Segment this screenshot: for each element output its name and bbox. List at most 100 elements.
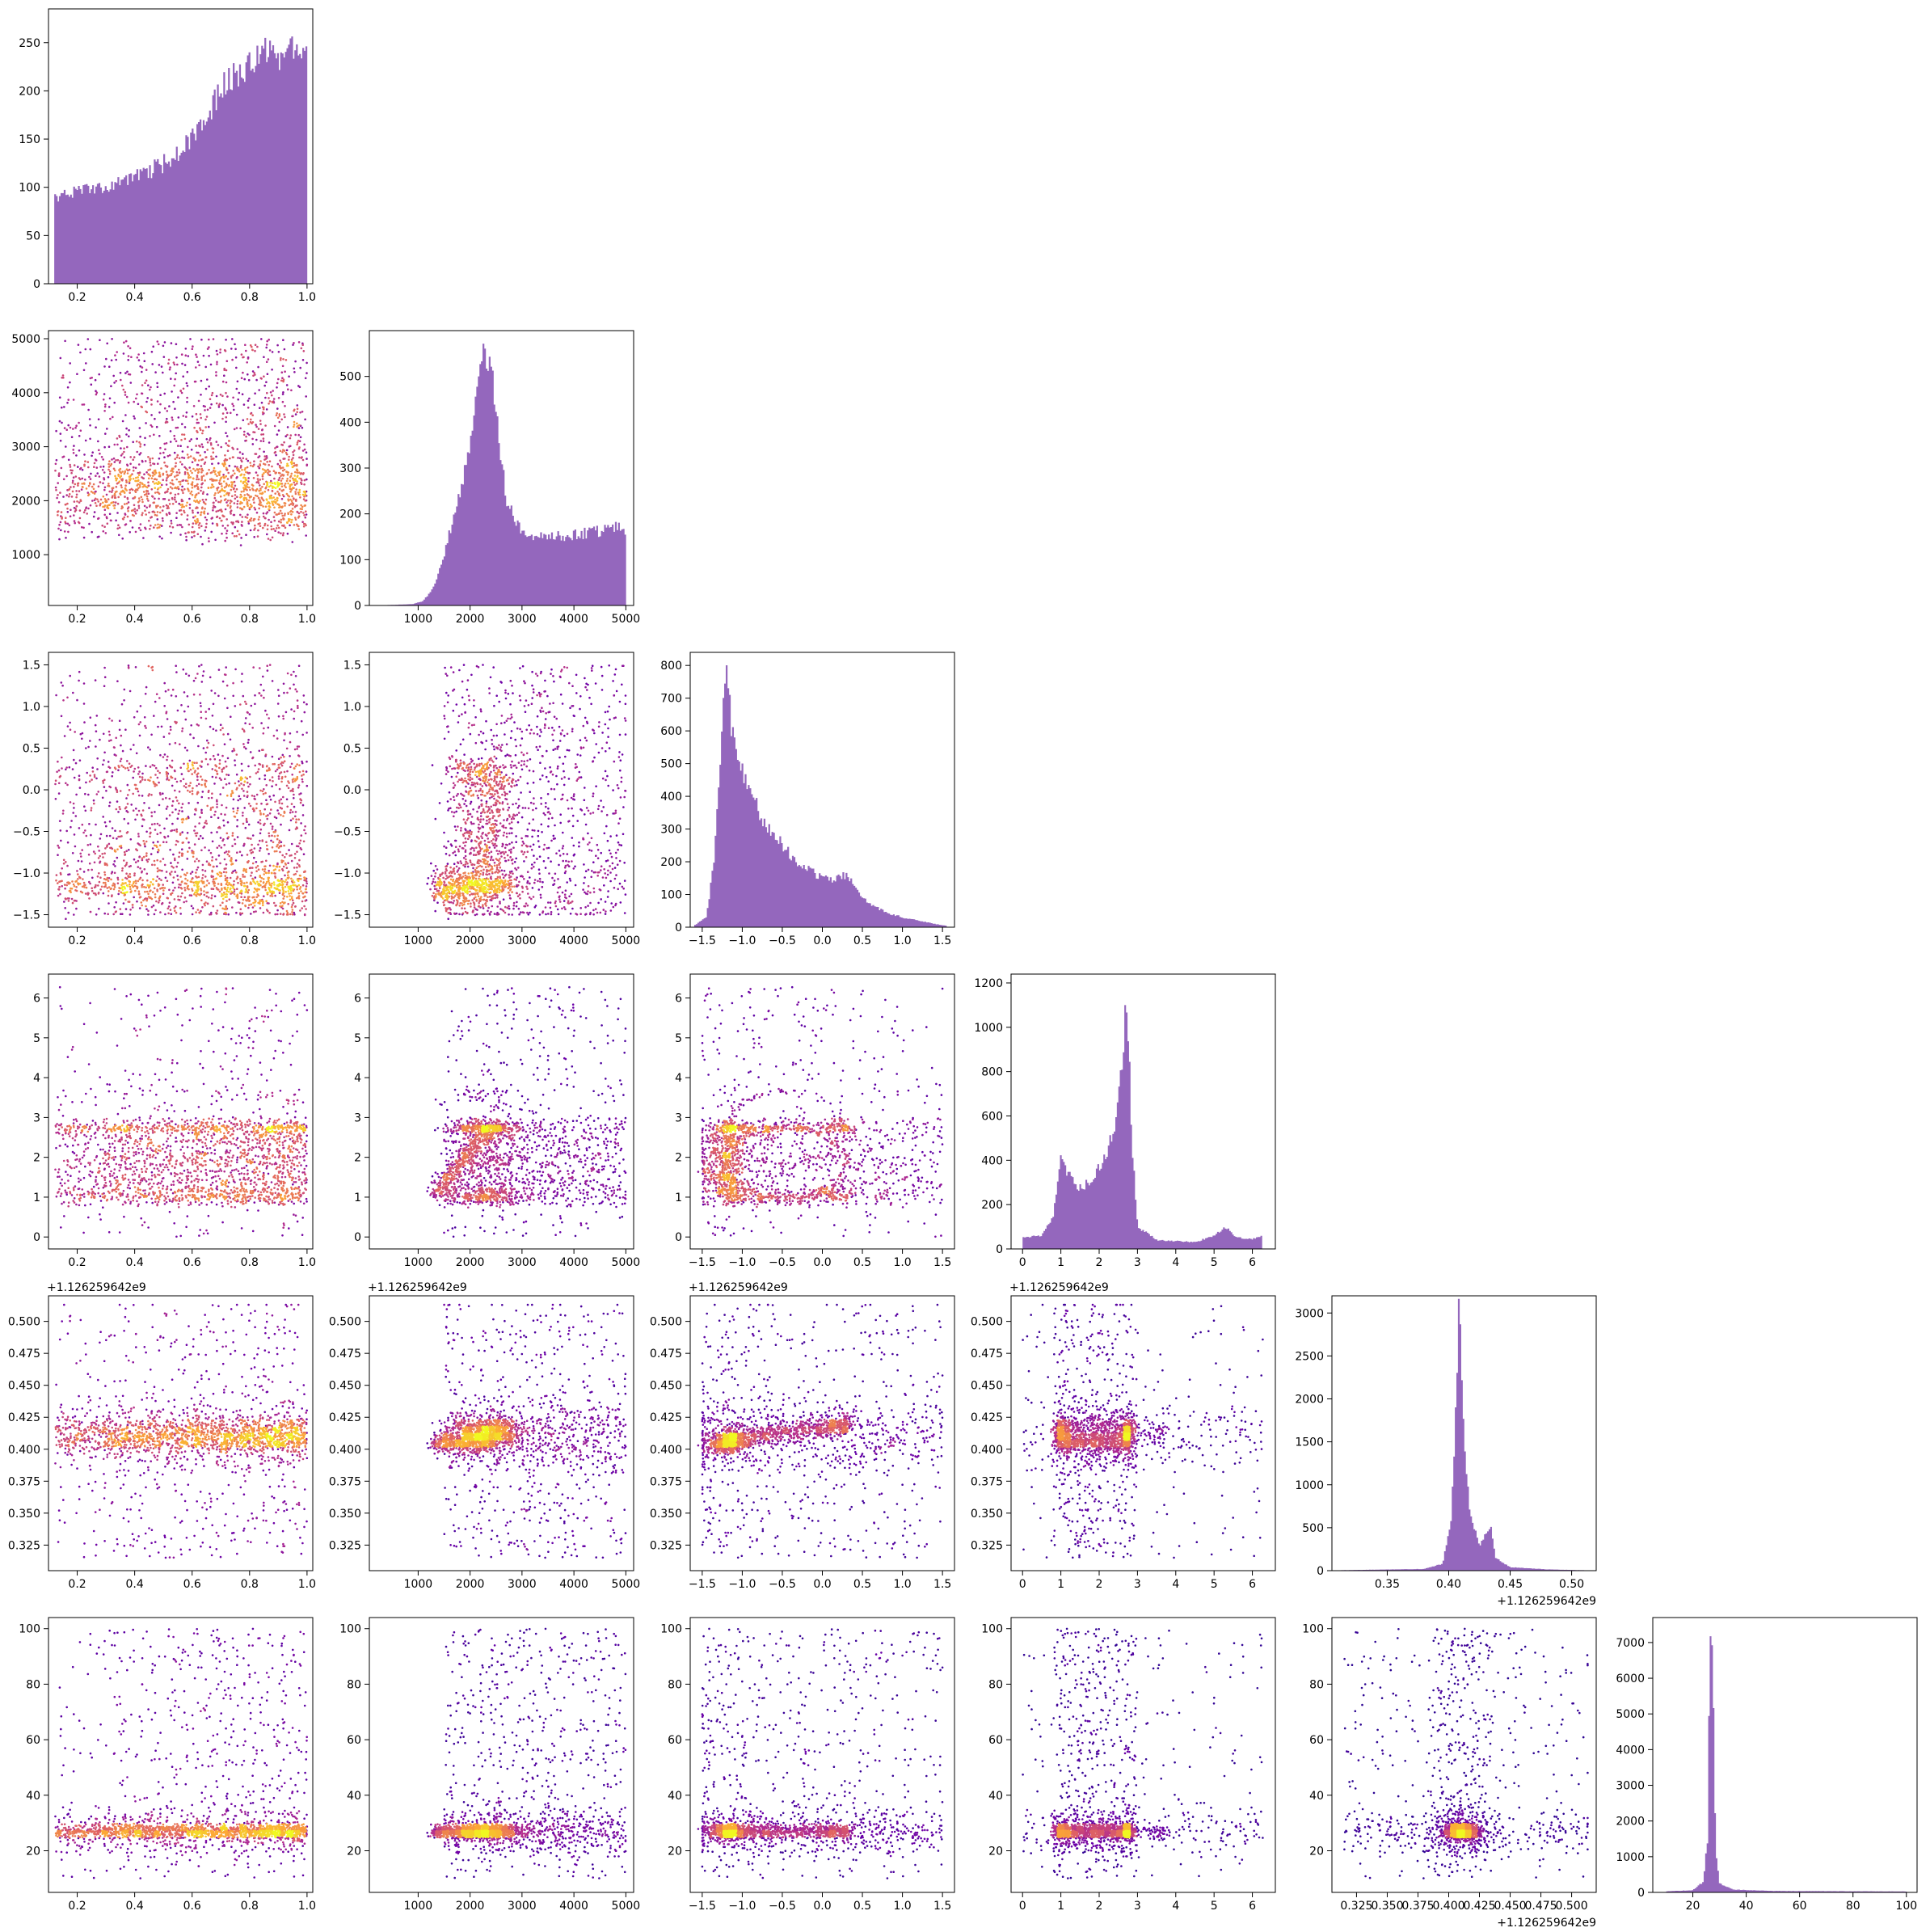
scatter-point bbox=[263, 689, 265, 692]
scatter-point bbox=[273, 884, 276, 886]
scatter-point bbox=[259, 832, 262, 835]
scatter-point bbox=[145, 858, 148, 862]
scatter-point bbox=[112, 913, 115, 916]
scatter-point bbox=[169, 441, 172, 443]
scatter-point bbox=[536, 725, 538, 728]
scatter-point bbox=[215, 349, 218, 352]
scatter-point bbox=[100, 885, 103, 888]
scatter-point bbox=[245, 439, 248, 442]
scatter-point bbox=[168, 512, 171, 514]
scatter-point bbox=[306, 372, 308, 374]
scatter-point bbox=[197, 470, 200, 474]
scatter-point bbox=[262, 812, 265, 816]
scatter-point bbox=[273, 506, 276, 509]
scatter-point bbox=[262, 433, 265, 436]
scatter-point bbox=[301, 473, 305, 475]
scatter-point bbox=[217, 406, 221, 408]
scatter-point bbox=[155, 880, 158, 882]
scatter-point bbox=[132, 508, 134, 512]
scatter-point bbox=[241, 673, 243, 675]
scatter-point bbox=[177, 886, 180, 888]
scatter-point bbox=[271, 536, 274, 539]
scatter-point bbox=[268, 882, 271, 884]
scatter-point bbox=[595, 854, 597, 857]
scatter-point bbox=[155, 846, 158, 848]
scatter-point bbox=[513, 721, 516, 723]
scatter-point bbox=[91, 766, 94, 769]
scatter-point bbox=[93, 492, 96, 495]
scatter-point bbox=[245, 470, 247, 474]
scatter-point bbox=[293, 449, 296, 452]
scatter-point bbox=[228, 782, 230, 785]
scatter-point bbox=[65, 517, 67, 519]
scatter-point bbox=[303, 448, 306, 451]
scatter-point bbox=[281, 393, 284, 395]
scatter-point bbox=[175, 470, 179, 474]
scatter-point bbox=[124, 372, 127, 374]
scatter-point bbox=[233, 815, 236, 818]
scatter-point bbox=[255, 807, 258, 810]
scatter-point bbox=[176, 799, 179, 802]
x-tick-label: 0.8 bbox=[241, 613, 259, 626]
scatter-point bbox=[112, 771, 114, 774]
scatter-point bbox=[511, 832, 513, 834]
scatter-point bbox=[545, 802, 547, 804]
scatter-point bbox=[65, 475, 68, 478]
scatter-point bbox=[546, 793, 550, 795]
scatter-point bbox=[61, 867, 63, 870]
scatter-point bbox=[572, 867, 575, 870]
scatter-point bbox=[196, 356, 198, 358]
scatter-point bbox=[151, 457, 154, 460]
scatter-point bbox=[93, 861, 96, 864]
scatter-point bbox=[169, 491, 172, 495]
scatter-point bbox=[289, 476, 292, 479]
scatter-point bbox=[293, 420, 296, 424]
scatter-point bbox=[216, 475, 218, 478]
scatter-point bbox=[156, 400, 159, 403]
scatter-point bbox=[112, 416, 114, 419]
scatter-point bbox=[149, 388, 151, 391]
scatter-point bbox=[556, 908, 559, 911]
scatter-point bbox=[531, 697, 533, 699]
scatter-point bbox=[253, 536, 256, 538]
scatter-point bbox=[183, 746, 187, 749]
scatter-point bbox=[91, 530, 93, 534]
scatter-point bbox=[240, 783, 242, 785]
scatter-point bbox=[155, 482, 158, 484]
scatter-point bbox=[233, 428, 236, 431]
scatter-point bbox=[79, 732, 82, 736]
scatter-point bbox=[113, 746, 116, 749]
scatter-point bbox=[113, 496, 116, 499]
scatter-point bbox=[610, 855, 613, 858]
scatter-point bbox=[232, 487, 235, 491]
scatter-point bbox=[81, 525, 83, 529]
scatter-point bbox=[112, 487, 115, 489]
scatter-point bbox=[513, 861, 516, 863]
scatter-point bbox=[129, 478, 131, 480]
scatter-point bbox=[174, 458, 176, 461]
scatter-point bbox=[166, 880, 169, 883]
scatter-point bbox=[90, 807, 93, 809]
scatter-point bbox=[613, 673, 617, 676]
scatter-point bbox=[211, 840, 214, 843]
scatter-point bbox=[272, 864, 275, 867]
scatter-point bbox=[299, 798, 301, 800]
scatter-point bbox=[583, 863, 585, 866]
scatter-point bbox=[239, 878, 242, 880]
scatter-point bbox=[208, 707, 211, 711]
scatter-point bbox=[167, 499, 171, 501]
scatter-point bbox=[82, 871, 86, 873]
scatter-point bbox=[196, 421, 199, 424]
scatter-point bbox=[225, 492, 228, 496]
scatter-point bbox=[208, 385, 211, 388]
scatter-point bbox=[58, 885, 61, 888]
scatter-point bbox=[289, 755, 291, 757]
scatter-point bbox=[294, 413, 297, 416]
scatter-point bbox=[304, 522, 306, 525]
scatter-point bbox=[116, 848, 119, 850]
scatter-point bbox=[147, 913, 150, 916]
scatter-point bbox=[287, 482, 289, 485]
scatter-point bbox=[242, 694, 245, 698]
scatter-point bbox=[188, 504, 192, 506]
scatter-point bbox=[183, 505, 185, 508]
